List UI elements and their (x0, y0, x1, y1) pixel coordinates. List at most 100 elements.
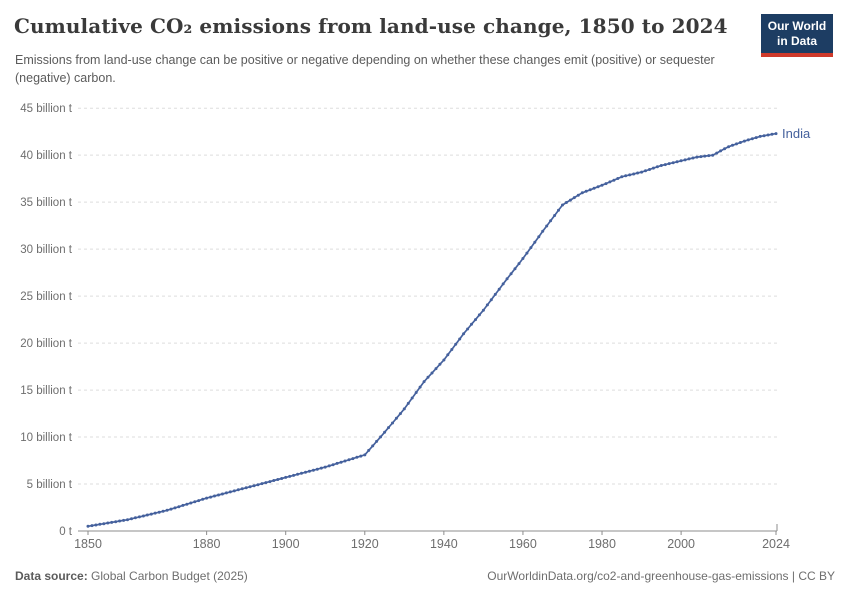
data-point (307, 469, 311, 473)
data-point (738, 141, 742, 144)
data-point (497, 287, 501, 291)
data-point (296, 472, 300, 476)
data-point (86, 524, 90, 528)
data-point (98, 522, 102, 526)
data-point (731, 143, 734, 147)
data-point (501, 282, 505, 286)
data-point (410, 396, 414, 400)
data-point (240, 487, 244, 491)
data-point (632, 172, 636, 176)
data-point (181, 503, 185, 507)
data-point (335, 461, 339, 465)
data-point (655, 165, 659, 169)
data-point (228, 490, 232, 494)
data-point (576, 193, 580, 197)
data-point (185, 502, 189, 506)
data-point (604, 182, 608, 186)
credit-link[interactable]: OurWorldinData.org/co2-and-greenhouse-ga… (487, 569, 835, 583)
data-point (351, 457, 355, 461)
data-point (628, 173, 632, 177)
data-point (133, 516, 137, 520)
data-source-note: Data source: Global Carbon Budget (2025) (15, 569, 248, 583)
data-point (489, 298, 493, 302)
data-point (651, 166, 655, 170)
data-point (691, 156, 695, 160)
data-point (466, 327, 470, 331)
data-point (434, 367, 438, 371)
data-point (509, 272, 513, 276)
data-point (707, 154, 711, 158)
data-point (671, 161, 675, 165)
data-point (485, 303, 489, 307)
data-point (165, 508, 169, 512)
data-point (331, 463, 335, 467)
data-point (375, 439, 379, 443)
data-point (715, 151, 719, 155)
data-point (568, 198, 572, 202)
data-point (137, 515, 141, 519)
data-point (406, 401, 410, 405)
data-point (742, 139, 746, 143)
data-point (268, 480, 272, 484)
data-point (474, 318, 477, 322)
data-point (114, 520, 118, 524)
data-point (284, 475, 288, 479)
data-point (426, 375, 430, 379)
data-point (754, 136, 758, 140)
data-point (774, 132, 778, 136)
data-point (236, 488, 240, 492)
data-point (418, 385, 422, 389)
data-point (264, 481, 268, 485)
data-point (126, 518, 129, 522)
data-point (746, 138, 750, 142)
data-source-value: Global Carbon Budget (2025) (87, 569, 248, 583)
data-point (280, 477, 284, 480)
data-point (561, 203, 564, 207)
data-point (189, 501, 193, 505)
data-point (727, 145, 731, 149)
data-point (572, 196, 576, 200)
data-point (584, 189, 588, 193)
data-point (723, 147, 727, 151)
data-point (525, 251, 529, 255)
data-point (553, 214, 557, 217)
data-point (608, 180, 612, 184)
data-point (711, 153, 715, 157)
data-point (213, 494, 216, 498)
data-point (719, 149, 723, 153)
data-point (102, 522, 106, 526)
data-point (130, 517, 133, 521)
x-axis-label: 1920 (351, 537, 379, 551)
data-point (762, 134, 766, 138)
data-point (588, 188, 592, 192)
data-point (636, 171, 640, 175)
data-point (276, 478, 280, 481)
data-point (438, 362, 442, 366)
data-point (430, 371, 434, 375)
x-axis-label: 1900 (272, 537, 300, 551)
data-point (256, 483, 260, 487)
data-point (153, 511, 157, 515)
data-point (699, 155, 703, 159)
owid-logo[interactable]: Our World in Data (761, 14, 833, 57)
data-point (173, 506, 177, 510)
x-axis-label: 1960 (509, 537, 537, 551)
data-point (327, 464, 331, 468)
data-point (580, 191, 584, 195)
entity-label[interactable]: India (782, 126, 811, 141)
india-line-series[interactable] (87, 132, 777, 528)
data-point (513, 267, 517, 271)
data-point (359, 454, 363, 458)
data-point (106, 521, 110, 525)
data-point (521, 257, 525, 260)
data-point (248, 485, 252, 489)
data-point (481, 308, 485, 312)
data-point (687, 157, 691, 161)
data-point (149, 512, 153, 516)
data-point (450, 348, 454, 351)
data-point (663, 163, 667, 167)
data-point (402, 407, 406, 411)
data-point (387, 426, 390, 430)
data-point (304, 470, 307, 474)
data-point (703, 154, 707, 158)
